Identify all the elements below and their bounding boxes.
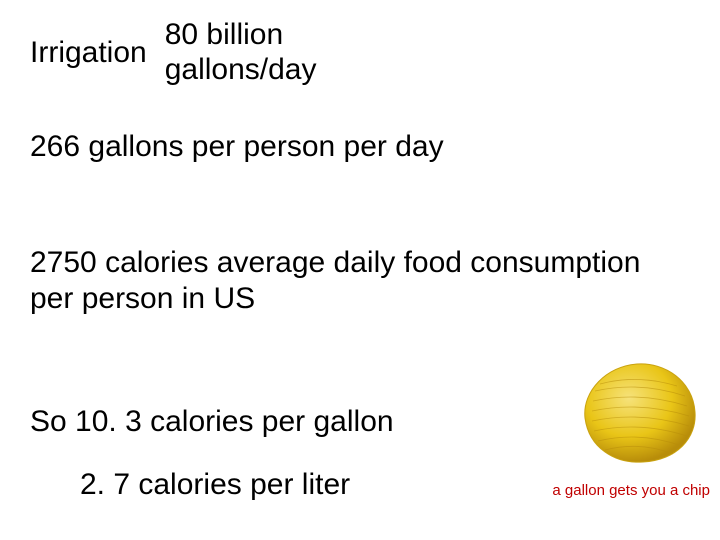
calories-per-liter: 2. 7 calories per liter (80, 468, 350, 502)
chip-caption: a gallon gets you a chip (552, 482, 710, 499)
gallons-per-person: 266 gallons per person per day (30, 130, 670, 164)
irrigation-value: 80 billion gallons/day (165, 18, 317, 87)
potato-chip-image (565, 346, 710, 474)
irrigation-value-line2: gallons/day (165, 53, 317, 88)
row-irrigation: Irrigation 80 billion gallons/day (30, 18, 317, 87)
calories-per-person: 2750 calories average daily food consump… (30, 245, 670, 317)
irrigation-value-line1: 80 billion (165, 18, 317, 53)
calories-per-gallon: So 10. 3 calories per gallon (30, 405, 394, 439)
slide: Irrigation 80 billion gallons/day 266 ga… (0, 0, 720, 540)
irrigation-label: Irrigation (30, 36, 147, 70)
